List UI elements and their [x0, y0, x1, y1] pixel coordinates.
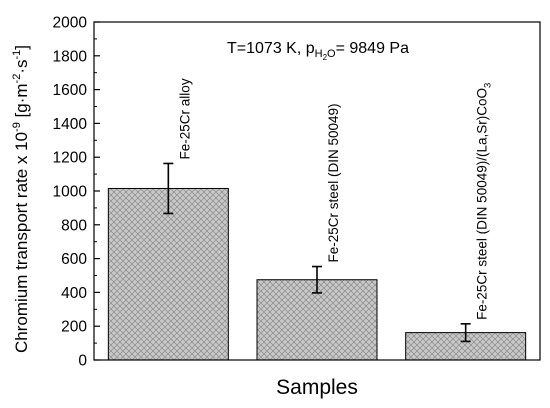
annotation-subsub: 2 — [323, 53, 328, 62]
y-tick-label: 2000 — [53, 15, 88, 32]
bar-label: Fe-25Cr steel (DIN 50049)/(La,Sr)CoO3 — [475, 83, 494, 320]
bar-label: Fe-25Cr steel (DIN 50049) — [326, 103, 341, 262]
ylabel-unit-exp1: -2 — [11, 74, 23, 84]
bar-label: Fe-25Cr alloy — [177, 78, 192, 159]
y-axis-label: Chromium transport rate x 10-9 [g·m-2·s-… — [11, 45, 31, 353]
ylabel-unit-exp2: -1 — [11, 50, 23, 60]
ylabel-unit-mid: ·s — [12, 59, 31, 73]
error-bars — [163, 162, 471, 343]
annotation-prefix: T=1073 K, p — [227, 40, 315, 57]
bar-labels: Fe-25Cr alloy Fe-25Cr steel (DIN 50049) Fe… — [177, 78, 493, 320]
y-tick-label: 0 — [78, 353, 87, 370]
y-tick-label: 600 — [61, 251, 87, 268]
y-tick-label: 400 — [61, 285, 87, 302]
bar — [107, 187, 229, 361]
y-ticks: 0 200 400 600 800 1000 1200 1400 1600 1800 2000 — [53, 15, 100, 370]
ylabel-unit-open: [g·m — [12, 83, 31, 122]
y-tick-label: 1000 — [53, 184, 88, 201]
annotation-suffix: = 9849 Pa — [336, 40, 410, 57]
ylabel-unit-close: ] — [12, 45, 31, 50]
y-tick-label: 1400 — [53, 116, 88, 133]
y-tick-label: 800 — [61, 217, 87, 234]
error-bar — [312, 265, 322, 294]
x-axis-label: Samples — [276, 376, 358, 399]
error-bar — [163, 162, 174, 215]
chart-annotation: T=1073 K, pH2O= 9849 Pa — [227, 40, 409, 62]
ylabel-exp: -9 — [11, 122, 23, 132]
y-tick-label: 1200 — [53, 150, 88, 167]
y-tick-label: 1800 — [53, 48, 88, 65]
error-bar — [460, 323, 471, 343]
ylabel-main: Chromium transport rate x 10 — [12, 132, 31, 353]
y-tick-label: 1600 — [53, 82, 88, 99]
annotation-sub2: O — [327, 48, 336, 60]
y-tick-label: 200 — [61, 319, 87, 336]
annotation-sub: H — [315, 48, 323, 60]
